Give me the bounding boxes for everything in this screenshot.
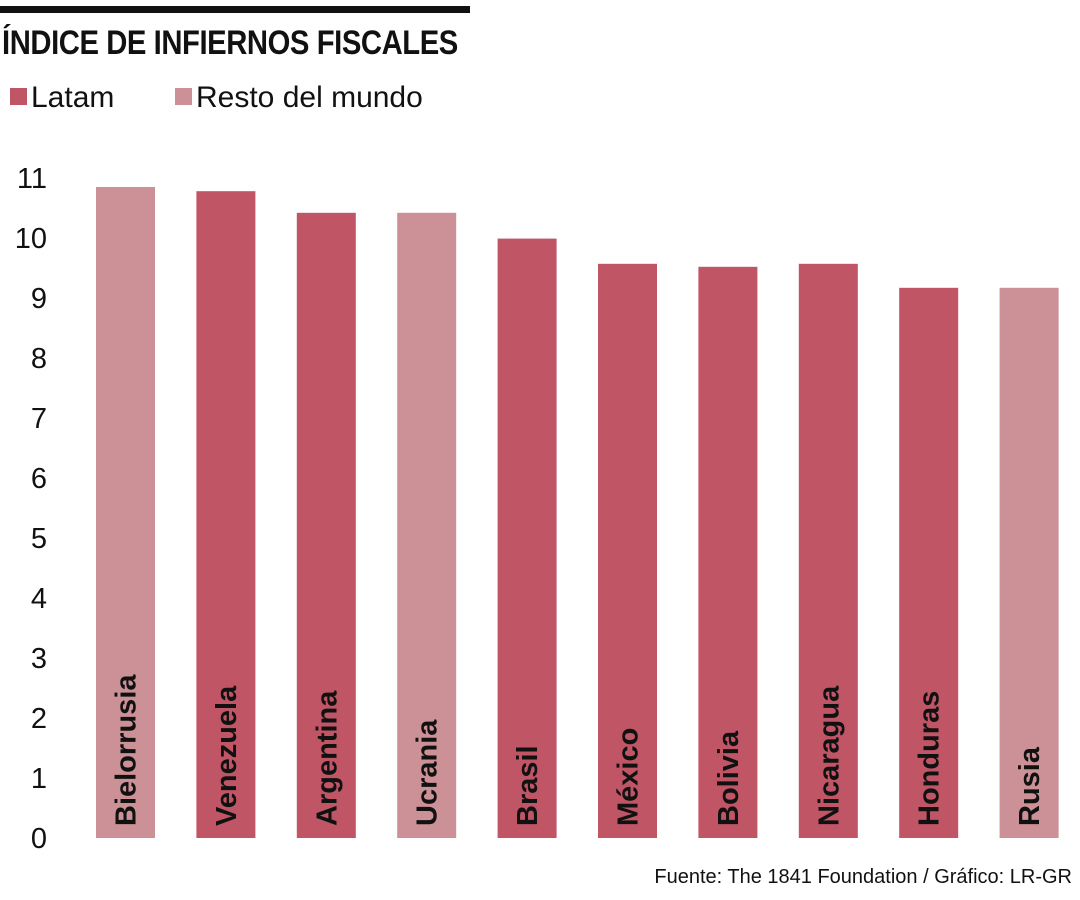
bar-category-label: Ucrania: [412, 719, 444, 826]
y-tick-label: 3: [31, 643, 47, 675]
bar: [196, 191, 256, 838]
legend-item-latam: Latam: [10, 80, 114, 115]
y-tick-label: 1: [31, 763, 47, 795]
bar-category-label: Bolivia: [713, 730, 745, 826]
y-tick-label: 0: [31, 823, 47, 855]
chart-title: ÍNDICE DE INFIERNOS FISCALES: [2, 24, 458, 62]
bar-category-label: Rusia: [1014, 746, 1046, 826]
bar: [96, 187, 155, 838]
y-tick-label: 4: [31, 583, 47, 615]
y-tick-label: 7: [31, 403, 47, 435]
bar: [598, 263, 657, 838]
legend-label-latam: Latam: [31, 81, 115, 115]
y-tick-label: 5: [31, 523, 47, 555]
bar: [296, 212, 356, 839]
bar-chart: 0 1 2 3 4 5 6 7 8 9 10 11 Bielorrusia Venezuela Argent…: [15, 163, 1059, 855]
legend-swatch-resto: [175, 87, 192, 105]
y-tick-label: 10: [15, 223, 47, 255]
bar-category-label: Venezuela: [211, 685, 243, 826]
legend-label-resto: Resto del mundo: [196, 81, 423, 115]
legend-item-resto: Resto del mundo: [175, 80, 423, 115]
y-tick-label: 8: [31, 343, 47, 375]
y-tick-label: 6: [31, 463, 47, 495]
bar: [999, 287, 1059, 838]
bar: [798, 263, 858, 838]
legend-swatch-latam: [10, 87, 27, 105]
bar-category-label: Bielorrusia: [111, 674, 143, 826]
bar: [899, 287, 959, 838]
source-credit: Fuente: The 1841 Foundation / Gráfico: L…: [654, 866, 1072, 888]
bar-category-label: Nicaragua: [813, 685, 845, 826]
bar-category-label: México: [613, 728, 645, 826]
bar-category-label: Brasil: [512, 745, 544, 826]
bar-category-label: Honduras: [914, 691, 946, 826]
y-tick-label: 9: [31, 283, 47, 315]
bar: [497, 238, 557, 839]
title-rule: [0, 6, 470, 13]
y-tick-label: 11: [17, 163, 47, 195]
y-tick-label: 2: [31, 703, 47, 735]
bar: [698, 266, 758, 838]
bar: [397, 212, 457, 839]
bar-category-label: Argentina: [311, 690, 343, 826]
